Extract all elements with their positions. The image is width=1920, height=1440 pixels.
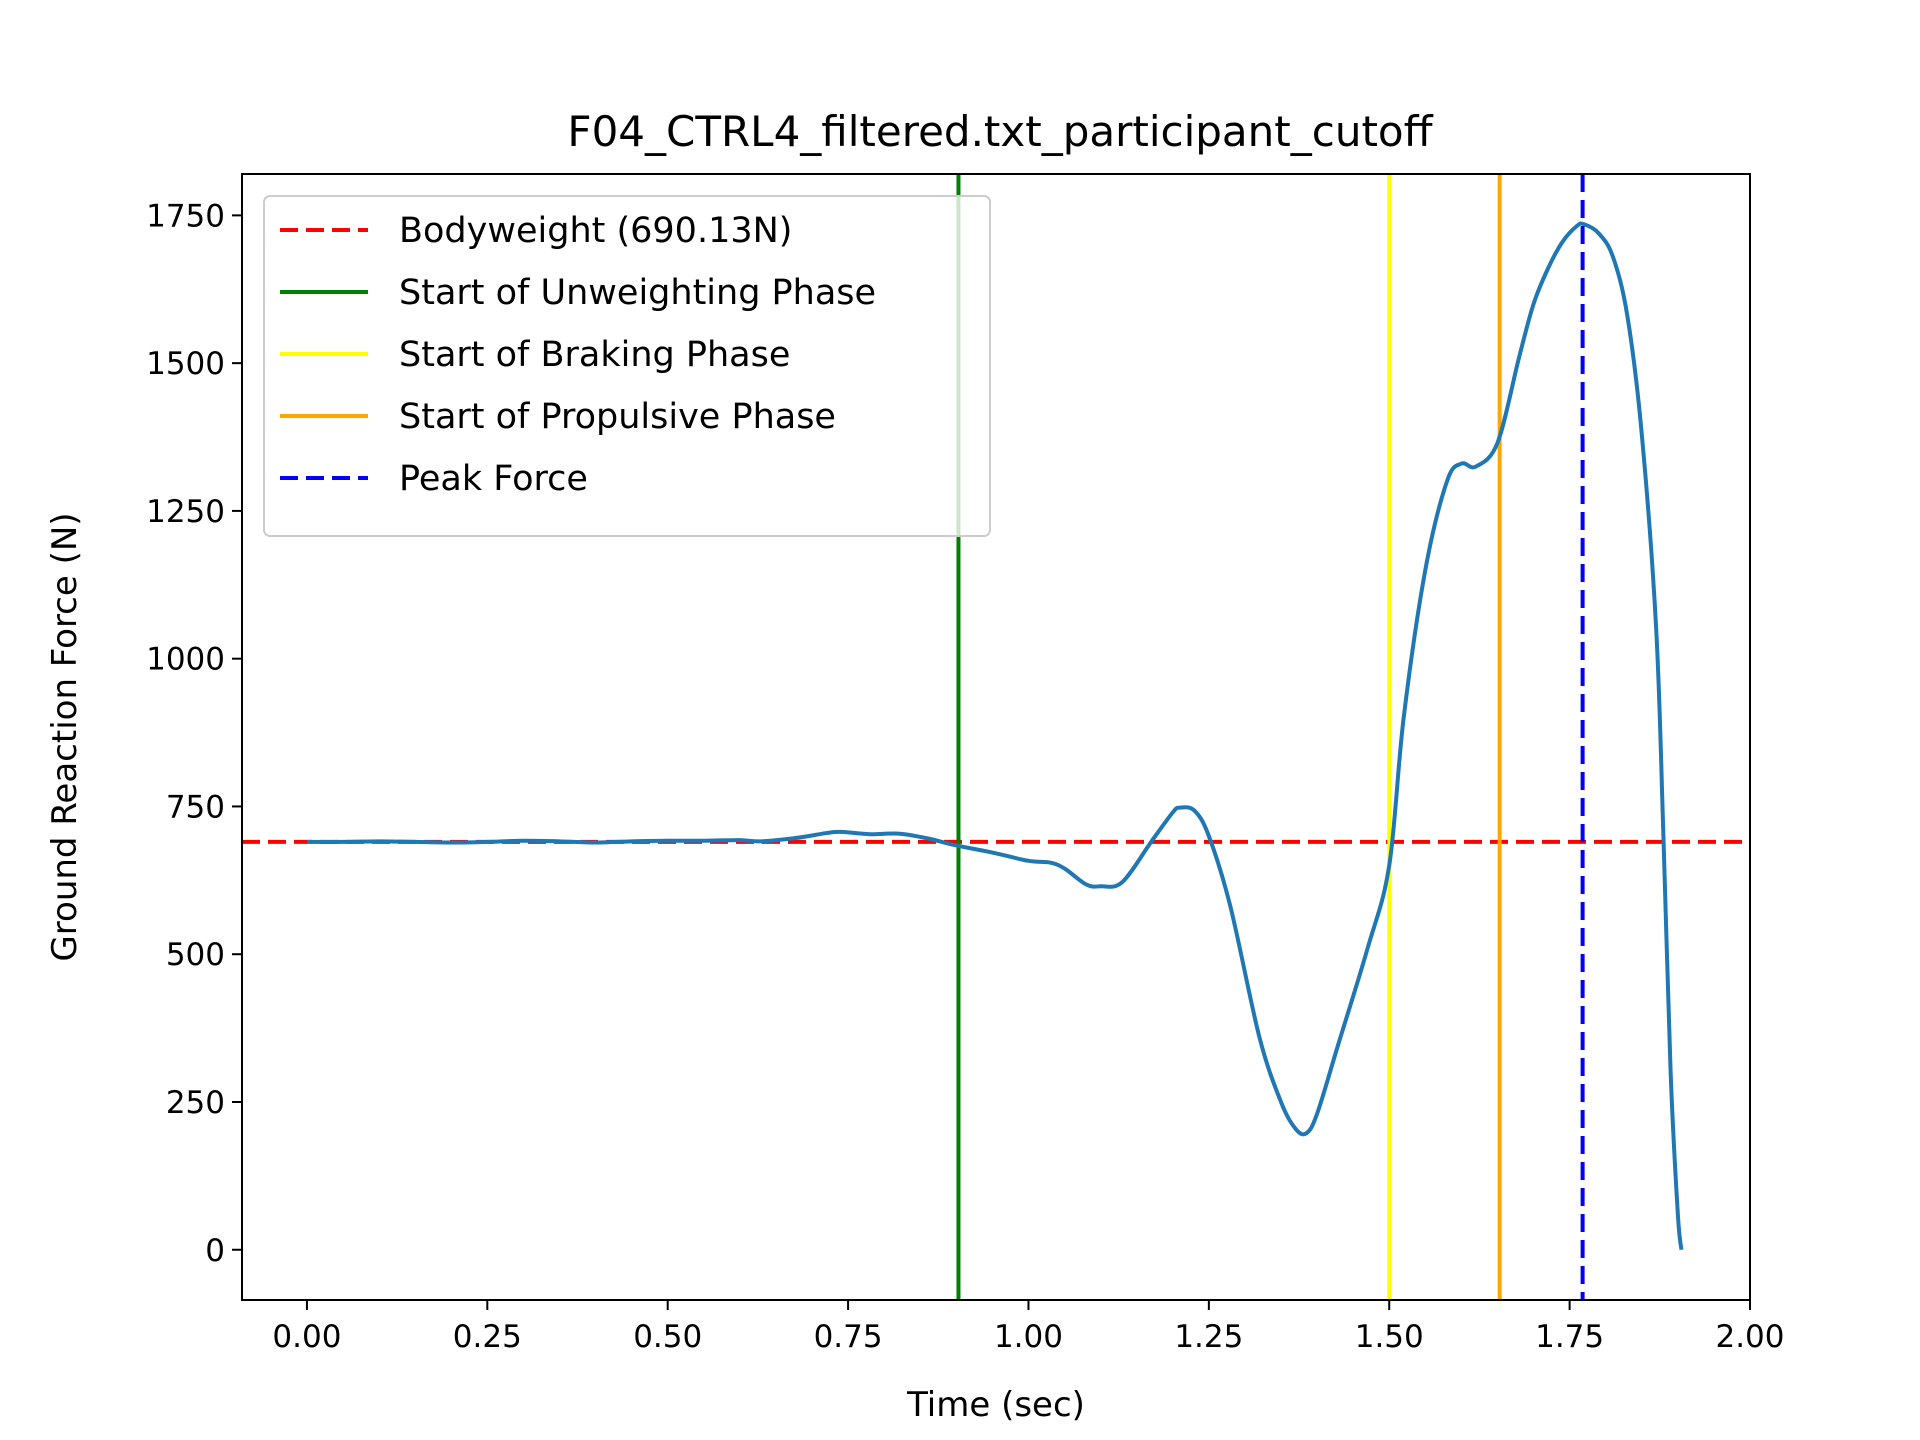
x-tick-label: 0.50: [633, 1319, 702, 1355]
x-tick-label: 1.50: [1355, 1319, 1424, 1355]
x-axis: 0.00 0.25 0.50 0.75 1.00 1.25 1.50 1.75 2.00: [272, 1300, 1785, 1355]
y-axis: 0 250 500 750 1000 1250 1500 1750: [146, 198, 242, 1269]
x-tick-label: 0.25: [453, 1319, 522, 1355]
x-tick-label: 0.75: [814, 1319, 883, 1355]
x-tick-label: 1.25: [1174, 1319, 1243, 1355]
chart-title: F04_CTRL4_filtered.txt_participant_cutof…: [567, 107, 1433, 156]
y-tick-label: 1000: [146, 642, 225, 678]
y-tick-label: 750: [166, 789, 225, 825]
legend: Bodyweight (690.13N) Start of Unweighting…: [263, 195, 991, 537]
x-axis-label: Time (sec): [906, 1385, 1085, 1425]
y-tick-label: 1250: [146, 494, 225, 530]
legend-label-0: Bodyweight (690.13N): [399, 211, 792, 251]
legend-box: [263, 195, 991, 537]
y-axis-label: Ground Reaction Force (N): [45, 512, 85, 961]
legend-label-4: Peak Force: [399, 459, 588, 499]
series-line-0: [306, 221, 1684, 1250]
y-tick-label: 1500: [146, 346, 225, 382]
x-tick-label: 1.75: [1535, 1319, 1604, 1355]
x-tick-label: 1.00: [994, 1319, 1063, 1355]
y-tick-label: 0: [205, 1233, 225, 1269]
x-tick-label: 0.00: [272, 1319, 341, 1355]
x-tick-label: 2.00: [1715, 1319, 1784, 1355]
legend-label-2: Start of Braking Phase: [399, 335, 790, 375]
y-tick-label: 250: [166, 1085, 225, 1121]
plot-frame: [241, 173, 1751, 1301]
y-tick-label: 1750: [146, 198, 225, 234]
data-series: [306, 221, 1684, 1250]
y-tick-label: 500: [166, 937, 225, 973]
legend-label-1: Start of Unweighting Phase: [399, 273, 876, 313]
legend-label-3: Start of Propulsive Phase: [399, 397, 836, 437]
